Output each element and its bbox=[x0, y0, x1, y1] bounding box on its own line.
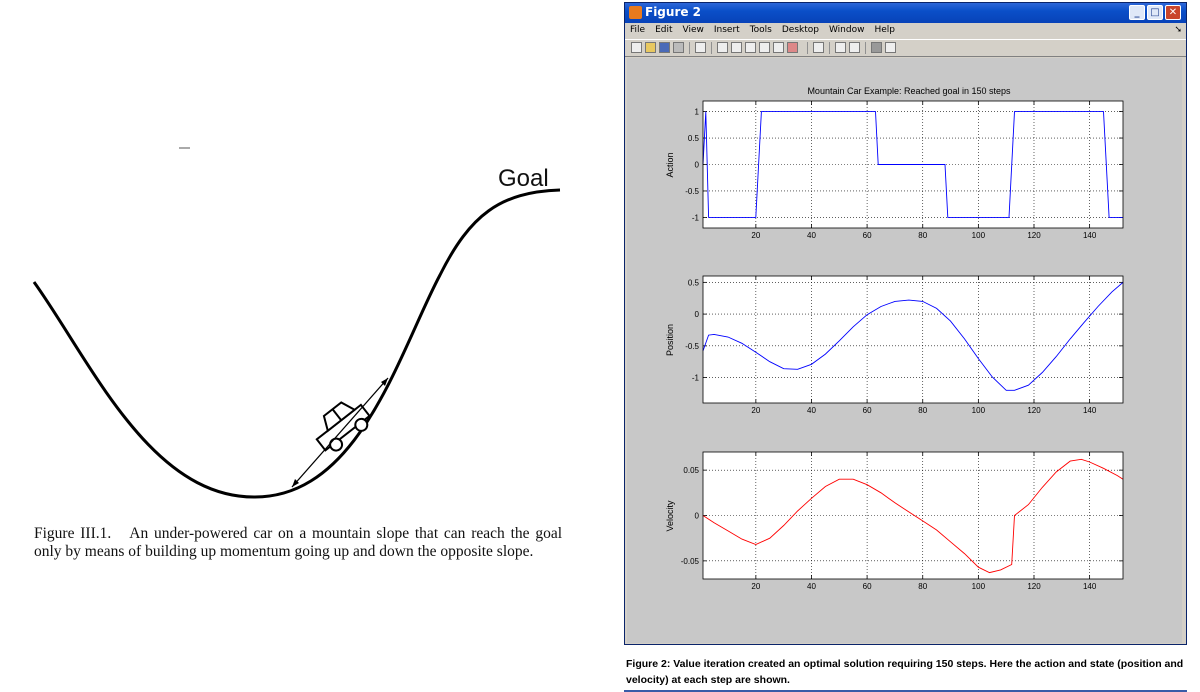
y-tick-label: 0.5 bbox=[688, 278, 700, 287]
close-button[interactable]: ✕ bbox=[1165, 5, 1181, 20]
x-tick-label: 100 bbox=[972, 231, 986, 240]
goal-label: Goal bbox=[498, 165, 549, 192]
x-tick-label: 140 bbox=[1083, 406, 1097, 415]
x-tick-label: 120 bbox=[1027, 406, 1041, 415]
colorbar-icon[interactable] bbox=[835, 42, 846, 53]
y-tick-label: -1 bbox=[692, 213, 700, 222]
caption-figure-number: Figure III.1. bbox=[34, 525, 112, 542]
menu-tools[interactable]: Tools bbox=[749, 25, 772, 35]
plot-area-1 bbox=[703, 276, 1123, 403]
menu-help[interactable]: Help bbox=[874, 25, 896, 35]
y-tick-label: -0.05 bbox=[681, 557, 700, 566]
open-file-icon[interactable] bbox=[645, 42, 656, 53]
series-line-2 bbox=[702, 458, 1124, 574]
y-tick-label: 0 bbox=[695, 512, 700, 521]
pan-icon[interactable] bbox=[745, 42, 756, 53]
x-tick-label: 60 bbox=[863, 231, 872, 240]
x-tick-label: 60 bbox=[863, 406, 872, 415]
x-tick-label: 120 bbox=[1027, 231, 1041, 240]
car-icon bbox=[315, 401, 371, 452]
y-tick-label: 0 bbox=[695, 310, 700, 319]
link-plot-icon[interactable] bbox=[813, 42, 824, 53]
toolbar-separator bbox=[807, 42, 808, 54]
toolbar bbox=[625, 39, 1186, 57]
x-tick-label: 80 bbox=[918, 231, 927, 240]
toolbar-separator bbox=[865, 42, 866, 54]
x-tick-label: 20 bbox=[751, 231, 760, 240]
mountain-curve-drawing bbox=[32, 147, 561, 499]
x-tick-label: 80 bbox=[918, 406, 927, 415]
brush-icon[interactable] bbox=[787, 42, 798, 53]
y-axis-label-position: Position bbox=[665, 324, 675, 356]
show-plot-tools-icon[interactable] bbox=[885, 42, 896, 53]
zoom-in-icon[interactable] bbox=[717, 42, 728, 53]
hide-plot-tools-icon[interactable] bbox=[871, 42, 882, 53]
x-tick-label: 40 bbox=[807, 582, 816, 591]
matlab-figure-window: Figure 2 _ □ ✕ File Edit View Insert Tools De… bbox=[624, 2, 1187, 645]
y-tick-label: -1 bbox=[692, 374, 700, 383]
velocity-axes: Velocity 20 40 60 80 100 120 140 0.05 0 -0.05 bbox=[665, 451, 1124, 591]
chart-title: Mountain Car Example: Reached goal in 15… bbox=[807, 86, 1011, 96]
x-tick-label: 20 bbox=[751, 406, 760, 415]
x-tick-label: 100 bbox=[972, 582, 986, 591]
rotate-icon[interactable] bbox=[759, 42, 770, 53]
caption-underline bbox=[624, 690, 1187, 692]
menu-view[interactable]: View bbox=[682, 25, 704, 35]
window-title: Figure 2 bbox=[645, 5, 702, 19]
position-axes: Position 20 40 60 80 100 120 140 0.5 0 -0.5 -1 bbox=[665, 275, 1124, 415]
y-tick-label: 1 bbox=[695, 108, 700, 117]
x-tick-label: 40 bbox=[807, 231, 816, 240]
x-tick-label: 120 bbox=[1027, 582, 1041, 591]
print-icon[interactable] bbox=[673, 42, 684, 53]
menu-window[interactable]: Window bbox=[828, 25, 865, 35]
x-tick-label: 140 bbox=[1083, 231, 1097, 240]
y-tick-label: -0.5 bbox=[685, 187, 699, 196]
series-line-0 bbox=[702, 111, 1123, 218]
toolbar-separator bbox=[689, 42, 690, 54]
x-tick-label: 40 bbox=[807, 406, 816, 415]
matlab-logo-icon bbox=[629, 6, 642, 19]
mountain-car-illustration: Goal Figure III.1. An under-powered car o… bbox=[32, 147, 562, 561]
mountain-slope-curve bbox=[32, 188, 561, 499]
y-axis-label-action: Action bbox=[665, 152, 675, 177]
legend-icon[interactable] bbox=[849, 42, 860, 53]
x-tick-label: 20 bbox=[751, 582, 760, 591]
action-axes: Action 20 40 60 80 100 120 140 1 0.5 0 -0.5 -1 bbox=[665, 100, 1124, 240]
right-figure-caption: Figure 2: Value iteration created an opt… bbox=[626, 658, 1184, 686]
menu-bar: File Edit View Insert Tools Desktop Window Help… bbox=[625, 23, 1186, 39]
minimize-button[interactable]: _ bbox=[1129, 5, 1145, 20]
maximize-button[interactable]: □ bbox=[1147, 5, 1163, 20]
y-tick-label: 0.05 bbox=[683, 466, 699, 475]
new-figure-icon[interactable] bbox=[631, 42, 642, 53]
x-tick-label: 100 bbox=[972, 406, 986, 415]
menu-file[interactable]: File bbox=[630, 25, 646, 35]
figure-canvas: Mountain Car Example: Reached goal in 15… bbox=[627, 58, 1182, 643]
pointer-icon[interactable] bbox=[695, 42, 706, 53]
axes-border bbox=[702, 451, 1124, 580]
menu-desktop[interactable]: Desktop bbox=[781, 25, 819, 35]
x-tick-label: 60 bbox=[863, 582, 872, 591]
axes-border bbox=[702, 275, 1124, 404]
data-cursor-icon[interactable] bbox=[773, 42, 784, 53]
y-tick-label: 0 bbox=[695, 161, 700, 170]
x-tick-label: 140 bbox=[1083, 582, 1097, 591]
zoom-out-icon[interactable] bbox=[731, 42, 742, 53]
toolbar-separator bbox=[829, 42, 830, 54]
series-line-1 bbox=[702, 282, 1124, 391]
axes-border bbox=[702, 100, 1124, 229]
x-tick-label: 80 bbox=[918, 582, 927, 591]
toolbar-separator bbox=[711, 42, 712, 54]
y-tick-label: -0.5 bbox=[685, 342, 699, 351]
caption-text: An under-powered car on a mountain slope… bbox=[34, 525, 563, 560]
y-axis-label-velocity: Velocity bbox=[665, 500, 675, 532]
subplots-svg: Mountain Car Example: Reached goal in 15… bbox=[665, 86, 1124, 591]
menu-edit[interactable]: Edit bbox=[655, 25, 673, 35]
y-tick-label: 0.5 bbox=[688, 134, 700, 143]
menu-overflow-arrow-icon[interactable]: ➘ bbox=[1174, 25, 1182, 35]
double-arrow-icon bbox=[291, 377, 389, 488]
title-bar[interactable]: Figure 2 _ □ ✕ bbox=[625, 3, 1186, 23]
save-icon[interactable] bbox=[659, 42, 670, 53]
left-figure-caption: Figure III.1. An under-powered car on a m… bbox=[34, 525, 562, 561]
menu-insert[interactable]: Insert bbox=[713, 25, 740, 35]
